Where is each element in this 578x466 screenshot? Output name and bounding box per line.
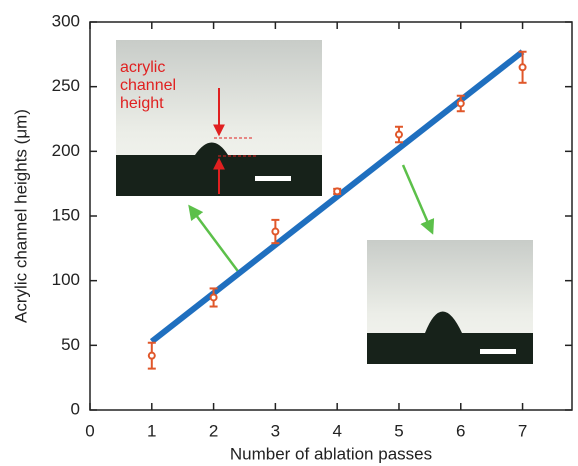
scale-bar xyxy=(480,349,516,354)
point xyxy=(456,99,465,108)
annotation: height xyxy=(120,95,164,112)
annotation: acrylic xyxy=(120,59,165,76)
x-tick-label: 2 xyxy=(209,421,218,440)
scale-bar xyxy=(255,176,291,181)
x-tick-label: 4 xyxy=(332,421,341,440)
y-tick-label: 0 xyxy=(71,399,80,418)
x-tick-label: 7 xyxy=(518,421,527,440)
y-tick-label: 250 xyxy=(52,76,80,95)
y-axis-title: Acrylic channel heights (μm) xyxy=(11,109,30,323)
inset-left: acrylic channel height xyxy=(116,40,322,196)
y-tick-label: 50 xyxy=(61,335,80,354)
y-tick-label: 150 xyxy=(52,205,80,224)
point xyxy=(518,63,527,72)
pointer-arrow xyxy=(188,204,242,275)
pointer-arrow xyxy=(401,164,435,235)
annotation: channel xyxy=(120,77,176,94)
point xyxy=(271,227,280,236)
y-tick-label: 100 xyxy=(52,270,80,289)
x-tick-label: 3 xyxy=(271,421,280,440)
x-tick-label: 1 xyxy=(147,421,156,440)
point xyxy=(209,293,218,302)
inset-right xyxy=(367,240,533,364)
y-tick-label: 200 xyxy=(52,141,80,160)
plot-area xyxy=(89,21,573,411)
point xyxy=(333,187,342,196)
x-tick-label: 6 xyxy=(456,421,465,440)
x-axis-title: Number of ablation passes xyxy=(230,444,432,463)
y-tick-label: 300 xyxy=(52,11,80,30)
point xyxy=(394,130,403,139)
point xyxy=(147,351,156,360)
x-tick-label: 0 xyxy=(85,421,94,440)
x-tick-label: 5 xyxy=(394,421,403,440)
